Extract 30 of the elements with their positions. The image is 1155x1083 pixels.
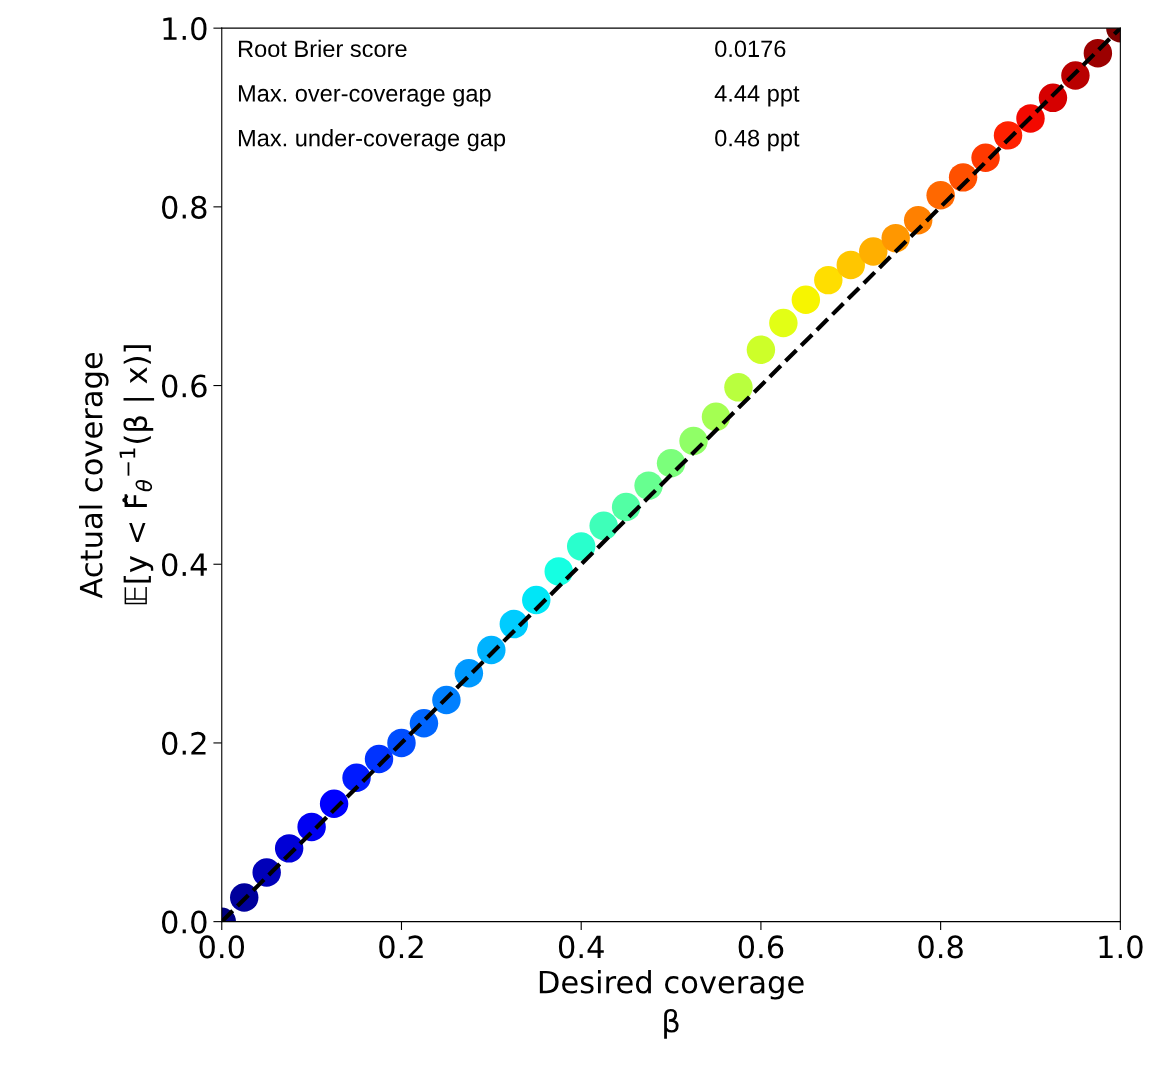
point	[859, 237, 888, 266]
point	[836, 250, 866, 280]
annotation: 4.44 ppt	[714, 85, 800, 107]
x-tick-label: 0.8	[918, 935, 963, 959]
point	[746, 335, 776, 365]
y-tick-label: 0.8	[161, 195, 207, 219]
y-tick-label: 0.2	[161, 731, 206, 755]
x-tick-label: 0.6	[738, 935, 784, 959]
x-tick-label: 0.4	[558, 935, 604, 959]
point	[589, 511, 618, 541]
annotation: Root Brier score	[238, 39, 407, 58]
x-tick-label: 1.0	[1099, 935, 1143, 959]
y-tick-label: 1.0	[163, 17, 207, 41]
y-tick-label: 0.0	[161, 910, 207, 934]
point	[544, 557, 573, 586]
point	[724, 373, 753, 402]
x-tick-label: 0.2	[379, 935, 423, 959]
y-axis-title: Actual coverage 𝔼[y < F̂$_{θ}$$^{−1}$(β | x)]	[79, 345, 155, 605]
x-axis-title: Desired coverage β	[539, 969, 804, 1039]
annotation: Max. over-coverage gap	[238, 85, 491, 107]
y-tick-label: 0.4	[161, 553, 207, 577]
annotation: Max. under-coverage gap	[238, 129, 506, 152]
x-tick-label: 0.0	[199, 935, 245, 959]
point	[814, 265, 843, 295]
point	[769, 308, 798, 338]
y-tick-label: 0.6	[161, 374, 207, 398]
annotation: 0.48 ppt	[715, 129, 800, 152]
point	[791, 285, 821, 315]
annotation: 0.0176	[715, 40, 786, 58]
point	[566, 532, 596, 561]
